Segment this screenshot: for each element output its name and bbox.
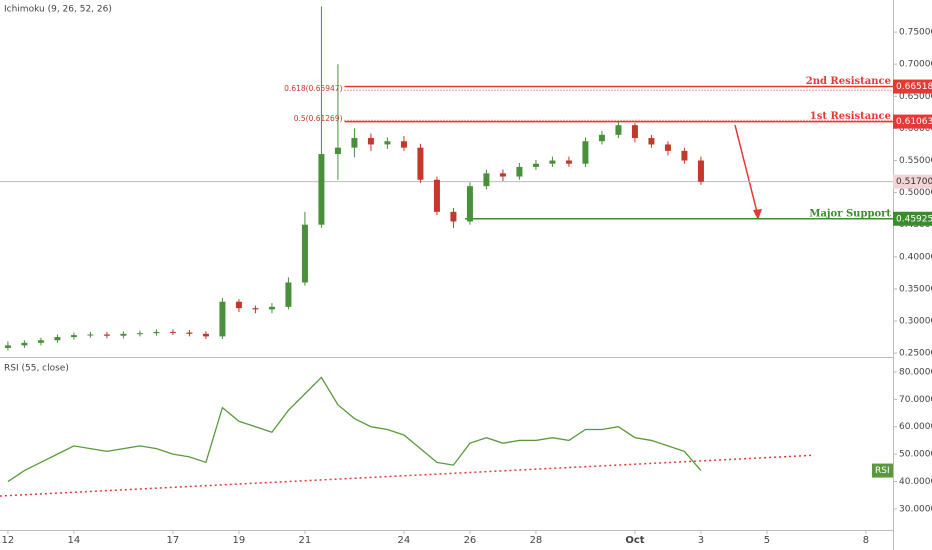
- x-tick-label: 26: [464, 535, 477, 546]
- x-tick-label: 14: [68, 535, 81, 546]
- y-tick-label: 40.00000: [899, 477, 932, 487]
- candle-body: [54, 337, 61, 341]
- candle-body: [483, 173, 490, 187]
- level-value: 0.61063: [896, 117, 932, 127]
- last-price-box: [893, 174, 932, 189]
- candle-body: [37, 340, 44, 343]
- x-tick-label: 28: [530, 535, 543, 546]
- candle-body: [334, 147, 341, 155]
- candle-body: [532, 163, 539, 167]
- candle-body: [631, 125, 638, 139]
- candle-body: [351, 138, 358, 148]
- candle-body: [235, 301, 242, 309]
- candle-body: [417, 147, 424, 180]
- level-name: Major Support: [809, 208, 891, 219]
- candle-body: [697, 160, 704, 182]
- candle-body: [136, 333, 143, 335]
- candle-body: [153, 331, 160, 334]
- x-tick-label: 12: [2, 535, 15, 546]
- y-tick-label: 80.00000: [899, 367, 932, 377]
- candle-body: [87, 334, 94, 336]
- candle-body: [433, 179, 440, 212]
- candle-body: [169, 331, 176, 333]
- candle-body: [549, 160, 556, 164]
- arrow: [734, 124, 759, 217]
- price-title: Ichimoku (9, 26, 52, 26): [4, 5, 112, 15]
- candle-body: [450, 211, 457, 222]
- candle-body: [21, 342, 28, 346]
- level-value: 0.66518: [896, 82, 932, 92]
- candle-body: [252, 308, 259, 310]
- candle-body: [400, 141, 407, 148]
- x-tick-label: 8: [863, 535, 869, 546]
- candle-body: [598, 134, 605, 142]
- candle-body: [120, 333, 127, 336]
- y-tick-label: 30.00000: [899, 504, 932, 514]
- arrow-head: [753, 209, 762, 220]
- candle-body: [219, 301, 226, 337]
- last-price-label: 0.51700: [896, 177, 932, 187]
- candle-body: [4, 345, 11, 348]
- y-tick-label: 60.00000: [899, 422, 932, 432]
- x-tick-label: 5: [764, 535, 770, 546]
- candle-body: [582, 141, 589, 164]
- candle-body: [103, 334, 110, 336]
- level-box: [893, 79, 932, 94]
- y-tick-label: 50.00000: [899, 450, 932, 460]
- candle-body: [318, 154, 325, 225]
- x-tick-label: 24: [398, 535, 411, 546]
- candle-body: [648, 138, 655, 145]
- candle-body: [516, 166, 523, 177]
- candle-body: [285, 282, 292, 307]
- level-name: 1st Resistance: [810, 111, 891, 122]
- level-box: [893, 211, 932, 226]
- rsi-line: [7, 376, 702, 483]
- x-tick-label: 19: [233, 535, 246, 546]
- candle-body: [615, 125, 622, 135]
- x-tick-label: Oct: [625, 535, 644, 546]
- level-box: [893, 114, 932, 129]
- trendline: [0, 454, 814, 497]
- rsi-badge-label: RSI: [875, 466, 890, 476]
- candle-body: [384, 141, 391, 145]
- candle-body: [499, 173, 506, 177]
- candle-body: [565, 160, 572, 164]
- candle-body: [202, 333, 209, 337]
- candle-body: [186, 332, 193, 334]
- rsi-badge: [872, 463, 893, 478]
- level-value: 0.45925: [896, 214, 932, 224]
- candle-body: [367, 138, 374, 145]
- x-tick-label: 17: [167, 535, 180, 546]
- candle-body: [664, 144, 671, 151]
- candle-body: [301, 224, 308, 283]
- candle-body: [268, 306, 275, 310]
- level-name: 2nd Resistance: [806, 76, 891, 87]
- candle-body: [681, 150, 688, 161]
- rsi-title: RSI (55, close): [4, 364, 69, 374]
- y-tick-label: 70.00000: [899, 395, 932, 405]
- x-tick-label: 21: [299, 535, 312, 546]
- candle-body: [70, 335, 77, 338]
- fib-label: 0.618(0.65947): [284, 84, 342, 93]
- x-tick-label: 3: [698, 535, 704, 546]
- candle-body: [466, 186, 473, 222]
- fib-label: 0.5(0.61269): [294, 114, 343, 123]
